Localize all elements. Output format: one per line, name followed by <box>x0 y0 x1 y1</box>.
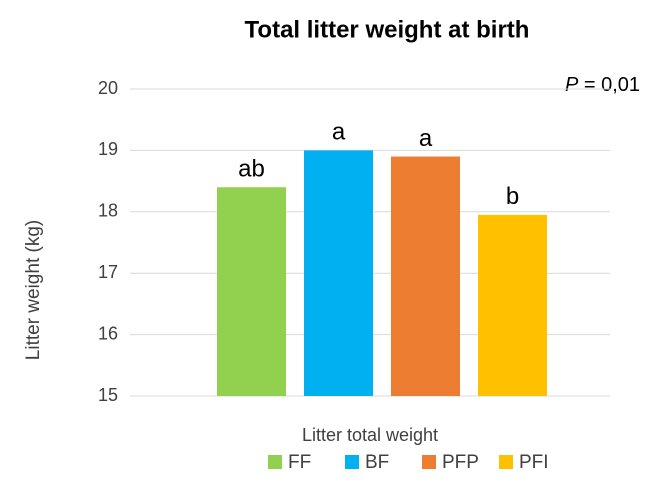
legend-swatch <box>422 455 436 469</box>
bar <box>304 150 373 396</box>
y-tick-label: 19 <box>98 139 118 159</box>
group-letter: ab <box>238 156 265 183</box>
y-tick-label: 20 <box>98 78 118 98</box>
p-text: = 0,01 <box>578 74 640 96</box>
p-symbol: P <box>565 74 579 96</box>
group-letter: a <box>332 119 346 146</box>
bar <box>478 214 547 396</box>
bar <box>217 187 286 396</box>
legend-swatch <box>268 455 282 469</box>
legend-label: PFP <box>442 452 479 473</box>
bar <box>391 156 460 396</box>
group-letter: b <box>506 183 519 210</box>
y-tick-label: 15 <box>98 385 118 405</box>
y-axis-label: Litter weight (kg) <box>23 220 44 360</box>
chart-title: Total litter weight at birth <box>245 16 530 43</box>
legend-label: FF <box>288 452 311 473</box>
p-annotation: P = 0,01 <box>565 74 640 96</box>
y-tick-label: 17 <box>98 262 118 282</box>
legend-swatch <box>499 455 513 469</box>
y-tick-label: 16 <box>98 323 118 343</box>
legend-swatch <box>345 455 359 469</box>
legend-label: BF <box>365 452 389 473</box>
legend-label: PFI <box>519 452 549 473</box>
y-tick-label: 18 <box>98 201 118 221</box>
group-letter: a <box>419 125 433 152</box>
x-axis-label: Litter total weight <box>302 425 438 445</box>
